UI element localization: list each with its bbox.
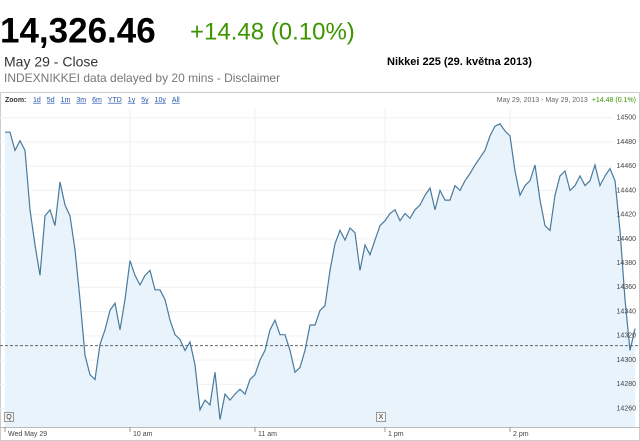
zoom-label: Zoom: — [5, 97, 26, 104]
y-tick-label: 14500 — [617, 115, 637, 122]
y-tick-label: 14340 — [617, 308, 637, 315]
caption: Nikkei 225 (29. května 2013) — [387, 56, 532, 68]
price-change: +14.48 (0.10%) — [190, 18, 355, 45]
y-tick-label: 14300 — [617, 357, 637, 364]
y-tick-label: 14480 — [617, 139, 637, 146]
zoom-option[interactable]: 5d — [47, 97, 55, 104]
x-tick-label: 11 am — [258, 431, 277, 438]
scroll-handle-label: X — [379, 414, 384, 421]
zoom-option[interactable]: 1m — [61, 97, 71, 104]
zoom-option[interactable]: 3m — [76, 97, 86, 104]
x-tick-label: Wed May 29 — [8, 431, 47, 438]
y-tick-label: 14440 — [617, 187, 637, 194]
source-note: INDEXNIKKEI data delayed by 20 mins - Di… — [4, 71, 280, 85]
y-tick-label: 14360 — [617, 284, 637, 291]
x-tick-label: 1 pm — [388, 431, 404, 438]
price: 14,326.46 — [0, 11, 156, 50]
zoom-option[interactable]: 10y — [155, 97, 167, 104]
date-range: May 29, 2013 - May 29, 2013 — [497, 97, 588, 104]
y-tick-label: 14260 — [617, 405, 637, 412]
y-tick-label: 14400 — [617, 236, 637, 243]
zoom-option[interactable]: 1d — [33, 97, 41, 104]
area-fill — [5, 123, 635, 429]
zoom-option[interactable]: All — [172, 97, 180, 104]
y-tick-label: 14280 — [617, 381, 637, 388]
plot — [0, 108, 640, 429]
zoom-option[interactable]: 6m — [92, 97, 102, 104]
scroll-handle[interactable] — [4, 412, 14, 422]
scroll-handle[interactable] — [376, 412, 386, 422]
x-tick-label: 10 am — [133, 431, 153, 438]
zoom-option[interactable]: 1y — [128, 97, 136, 104]
close-label: May 29 - Close — [4, 54, 98, 70]
y-tick-label: 14420 — [617, 212, 637, 219]
y-tick-label: 14320 — [617, 333, 637, 340]
y-tick-label: 14460 — [617, 163, 637, 170]
y-tick-label: 14380 — [617, 260, 637, 267]
x-tick-label: 2 pm — [513, 431, 529, 438]
price-line — [5, 123, 636, 420]
zoom-option[interactable]: 5y — [141, 97, 149, 104]
zoom-option[interactable]: YTD — [108, 97, 122, 104]
range-change: +14.48 (0.1%) — [592, 97, 636, 104]
scroll-handle-label: Q — [6, 414, 12, 421]
